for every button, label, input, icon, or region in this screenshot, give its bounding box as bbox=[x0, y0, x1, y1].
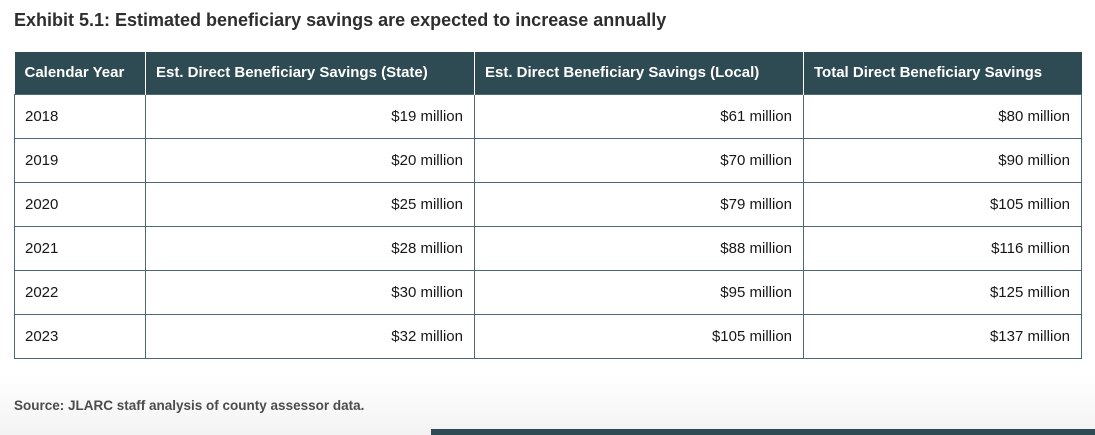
header-row: Calendar Year Est. Direct Beneficiary Sa… bbox=[14, 52, 1082, 94]
table-row: 2023 $32 million $105 million $137 milli… bbox=[14, 313, 1082, 359]
cell-year: 2018 bbox=[14, 93, 146, 139]
column-header-total-savings: Total Direct Beneficiary Savings bbox=[803, 52, 1082, 94]
cell-state-savings: $19 million bbox=[145, 93, 475, 139]
source-note: Source: JLARC staff analysis of county a… bbox=[14, 398, 365, 413]
cell-total-savings: $105 million bbox=[803, 181, 1082, 227]
cell-total-savings: $125 million bbox=[803, 269, 1082, 315]
table-row: 2018 $19 million $61 million $80 million bbox=[14, 93, 1082, 139]
cell-total-savings: $137 million bbox=[803, 313, 1082, 359]
cell-state-savings: $28 million bbox=[145, 225, 475, 271]
table-row: 2020 $25 million $79 million $105 millio… bbox=[14, 181, 1082, 227]
cell-state-savings: $32 million bbox=[145, 313, 475, 359]
cell-state-savings: $20 million bbox=[145, 137, 475, 183]
beneficiary-savings-table: Calendar Year Est. Direct Beneficiary Sa… bbox=[14, 52, 1082, 359]
cell-year: 2020 bbox=[14, 181, 146, 227]
table-body: 2018 $19 million $61 million $80 million… bbox=[14, 93, 1082, 359]
cell-local-savings: $88 million bbox=[474, 225, 804, 271]
table-header: Calendar Year Est. Direct Beneficiary Sa… bbox=[14, 52, 1082, 94]
cell-local-savings: $61 million bbox=[474, 93, 804, 139]
column-header-state-savings: Est. Direct Beneficiary Savings (State) bbox=[145, 52, 475, 94]
cell-total-savings: $80 million bbox=[803, 93, 1082, 139]
cell-state-savings: $30 million bbox=[145, 269, 475, 315]
cell-year: 2019 bbox=[14, 137, 146, 183]
column-header-calendar-year: Calendar Year bbox=[14, 52, 146, 94]
cell-local-savings: $79 million bbox=[474, 181, 804, 227]
cell-local-savings: $105 million bbox=[474, 313, 804, 359]
cell-year: 2023 bbox=[14, 313, 146, 359]
table-row: 2022 $30 million $95 million $125 millio… bbox=[14, 269, 1082, 315]
cell-local-savings: $95 million bbox=[474, 269, 804, 315]
cell-state-savings: $25 million bbox=[145, 181, 475, 227]
table-row: 2019 $20 million $70 million $90 million bbox=[14, 137, 1082, 183]
cell-year: 2021 bbox=[14, 225, 146, 271]
column-header-local-savings: Est. Direct Beneficiary Savings (Local) bbox=[474, 52, 804, 94]
cell-total-savings: $116 million bbox=[803, 225, 1082, 271]
cell-total-savings: $90 million bbox=[803, 137, 1082, 183]
next-exhibit-header-edge bbox=[431, 429, 1095, 435]
exhibit-title: Exhibit 5.1: Estimated beneficiary savin… bbox=[14, 10, 667, 30]
cell-local-savings: $70 million bbox=[474, 137, 804, 183]
cell-year: 2022 bbox=[14, 269, 146, 315]
table-row: 2021 $28 million $88 million $116 millio… bbox=[14, 225, 1082, 271]
